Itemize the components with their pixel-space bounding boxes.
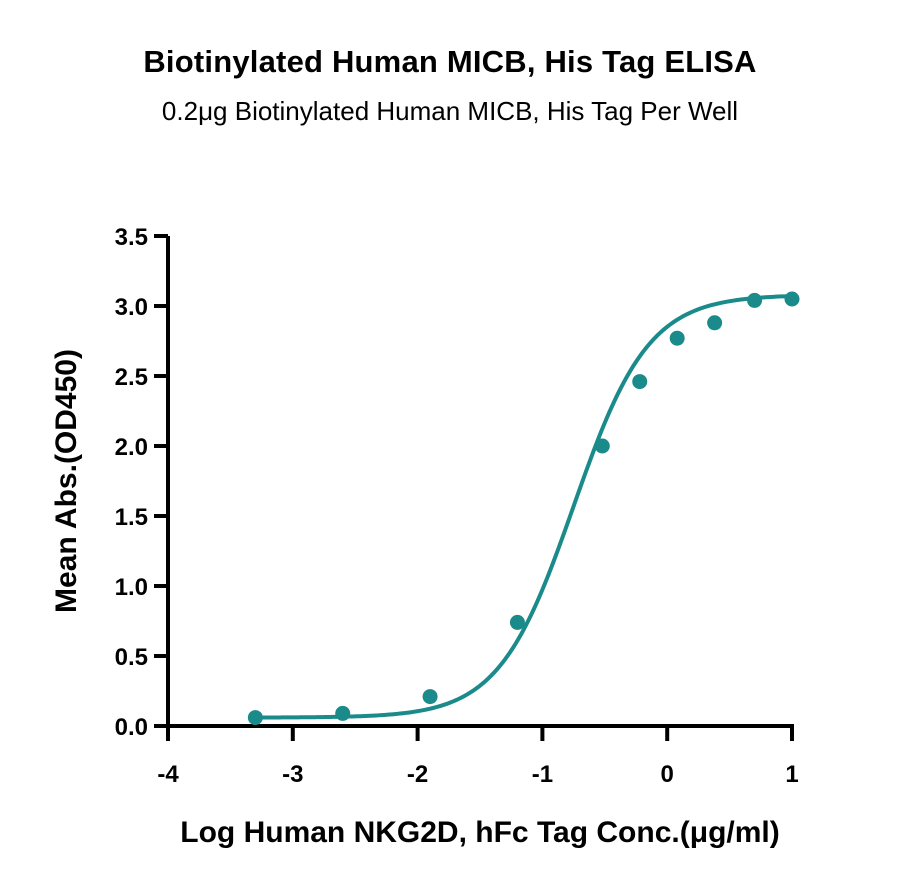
x-tick-label: -2 xyxy=(407,761,428,788)
y-ticks: 0.0 0.5 1.0 1.5 2.0 2.5 3.0 3.5 xyxy=(115,224,168,741)
data-point xyxy=(669,330,685,346)
x-tick-label: -3 xyxy=(282,761,303,788)
y-tick-label: 0.0 xyxy=(115,714,148,741)
x-tick-label: 0 xyxy=(661,761,674,788)
y-tick-label: 1.5 xyxy=(115,504,148,531)
x-tick-label: -1 xyxy=(532,761,553,788)
y-tick-label: 3.5 xyxy=(115,224,148,251)
data-point xyxy=(335,705,351,721)
data-point xyxy=(422,689,438,705)
data-point xyxy=(707,315,723,331)
x-ticks: -4 -3 -2 -1 0 1 xyxy=(157,726,799,788)
x-tick-label: -4 xyxy=(157,761,179,788)
y-tick-label: 2.0 xyxy=(115,434,148,461)
data-point xyxy=(594,438,610,454)
fit-curve xyxy=(255,294,793,720)
data-point xyxy=(784,291,800,307)
x-axis-title: Log Human NKG2D, hFc Tag Conc.(μg/ml) xyxy=(180,816,779,849)
y-axis-title: Mean Abs.(OD450) xyxy=(50,349,83,613)
y-tick-label: 3.0 xyxy=(115,294,148,321)
axes xyxy=(166,236,794,728)
y-tick-label: 2.5 xyxy=(115,364,148,391)
y-tick-label: 0.5 xyxy=(115,644,148,671)
y-tick-label: 1.0 xyxy=(115,574,148,601)
chart-title: Biotinylated Human MICB, His Tag ELISA xyxy=(143,44,757,79)
data-point xyxy=(747,292,763,308)
data-point xyxy=(509,614,525,630)
data-points xyxy=(247,291,800,726)
data-point xyxy=(247,710,263,726)
x-tick-label: 1 xyxy=(785,761,798,788)
chart-subtitle: 0.2μg Biotinylated Human MICB, His Tag P… xyxy=(161,96,739,126)
data-point xyxy=(632,374,648,390)
